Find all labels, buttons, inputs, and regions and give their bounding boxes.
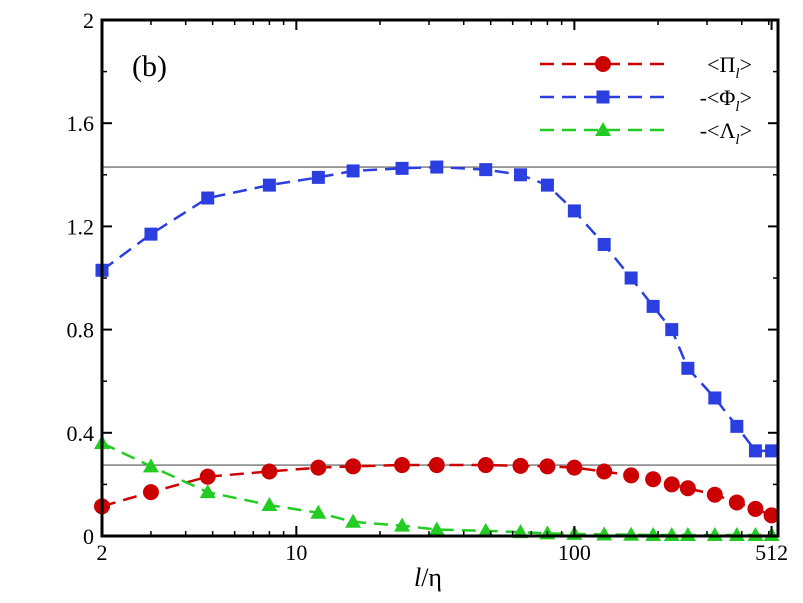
data-point <box>346 164 360 178</box>
data-point <box>311 170 325 184</box>
x-tick-label: 2 <box>97 540 108 565</box>
y-tick-label: 1.2 <box>67 214 95 239</box>
data-point <box>345 513 362 528</box>
x-axis-title: l/η <box>414 563 442 592</box>
data-point <box>428 457 445 474</box>
series-0 <box>94 457 780 524</box>
data-point <box>262 178 276 192</box>
x-axis-title-italic: l <box>414 563 421 592</box>
data-point <box>261 463 278 480</box>
data-point <box>477 522 494 537</box>
data-point <box>395 161 409 175</box>
data-point <box>199 484 216 499</box>
x-tick-label: 10 <box>285 540 307 565</box>
y-tick-label: 0 <box>83 524 94 549</box>
data-point <box>567 204 581 218</box>
data-point <box>261 497 278 512</box>
data-point <box>728 494 745 511</box>
data-point <box>596 463 613 480</box>
legend-item: -<Φl> <box>540 85 752 115</box>
data-point <box>646 299 660 313</box>
series-layer <box>94 160 780 541</box>
legend-label: <Πl> <box>707 52 752 82</box>
data-point <box>665 323 679 337</box>
data-point <box>645 471 662 488</box>
legend-label: -<Λl> <box>700 118 752 148</box>
data-point <box>310 459 327 476</box>
data-point <box>748 444 762 458</box>
panel-label: (b) <box>132 50 167 83</box>
data-point <box>765 444 779 458</box>
data-point <box>142 484 159 501</box>
data-point <box>679 480 696 497</box>
data-point <box>201 191 215 205</box>
x-tick-label: 100 <box>558 540 591 565</box>
data-point <box>663 476 680 493</box>
data-point <box>144 227 158 241</box>
ticks-layer: 0 0.4 0.8 1.2 1.6 2 2 10 100 512 <box>67 8 789 565</box>
data-point <box>512 457 529 474</box>
data-point <box>763 507 780 524</box>
series-line <box>101 165 772 453</box>
data-point <box>513 168 527 182</box>
data-point <box>681 361 695 375</box>
data-point <box>199 468 216 485</box>
data-point <box>394 517 411 532</box>
y-tick-label: 2 <box>83 8 94 33</box>
data-point <box>730 419 744 433</box>
data-point <box>623 467 640 484</box>
legend-label: -<Φl> <box>700 85 752 115</box>
data-point <box>597 237 611 251</box>
data-point <box>428 521 445 536</box>
data-point <box>747 500 764 517</box>
y-tick-label: 0.8 <box>67 318 95 343</box>
data-point <box>142 458 159 473</box>
data-point <box>430 160 444 174</box>
x-axis-title-rest: /η <box>421 563 442 592</box>
legend-item: <Πl> <box>540 52 752 82</box>
legend-marker <box>596 90 610 104</box>
data-point <box>706 486 723 503</box>
data-point <box>310 504 327 519</box>
y-tick-label: 0.4 <box>67 421 95 446</box>
data-point <box>479 163 493 177</box>
data-point <box>540 178 554 192</box>
legend: <Πl>-<Φl>-<Λl> <box>540 52 752 148</box>
data-point <box>566 459 583 476</box>
data-point <box>539 458 556 475</box>
data-point <box>477 457 494 474</box>
data-point <box>394 457 411 474</box>
legend-marker <box>595 56 611 72</box>
legend-item: -<Λl> <box>540 118 752 148</box>
series-1 <box>95 160 779 458</box>
data-point <box>708 391 722 405</box>
data-point <box>624 271 638 285</box>
legend-marker <box>595 122 611 136</box>
x-tick-label: 512 <box>755 540 788 565</box>
data-point <box>345 458 362 475</box>
y-tick-label: 1.6 <box>67 111 95 136</box>
reference-lines <box>102 166 778 466</box>
